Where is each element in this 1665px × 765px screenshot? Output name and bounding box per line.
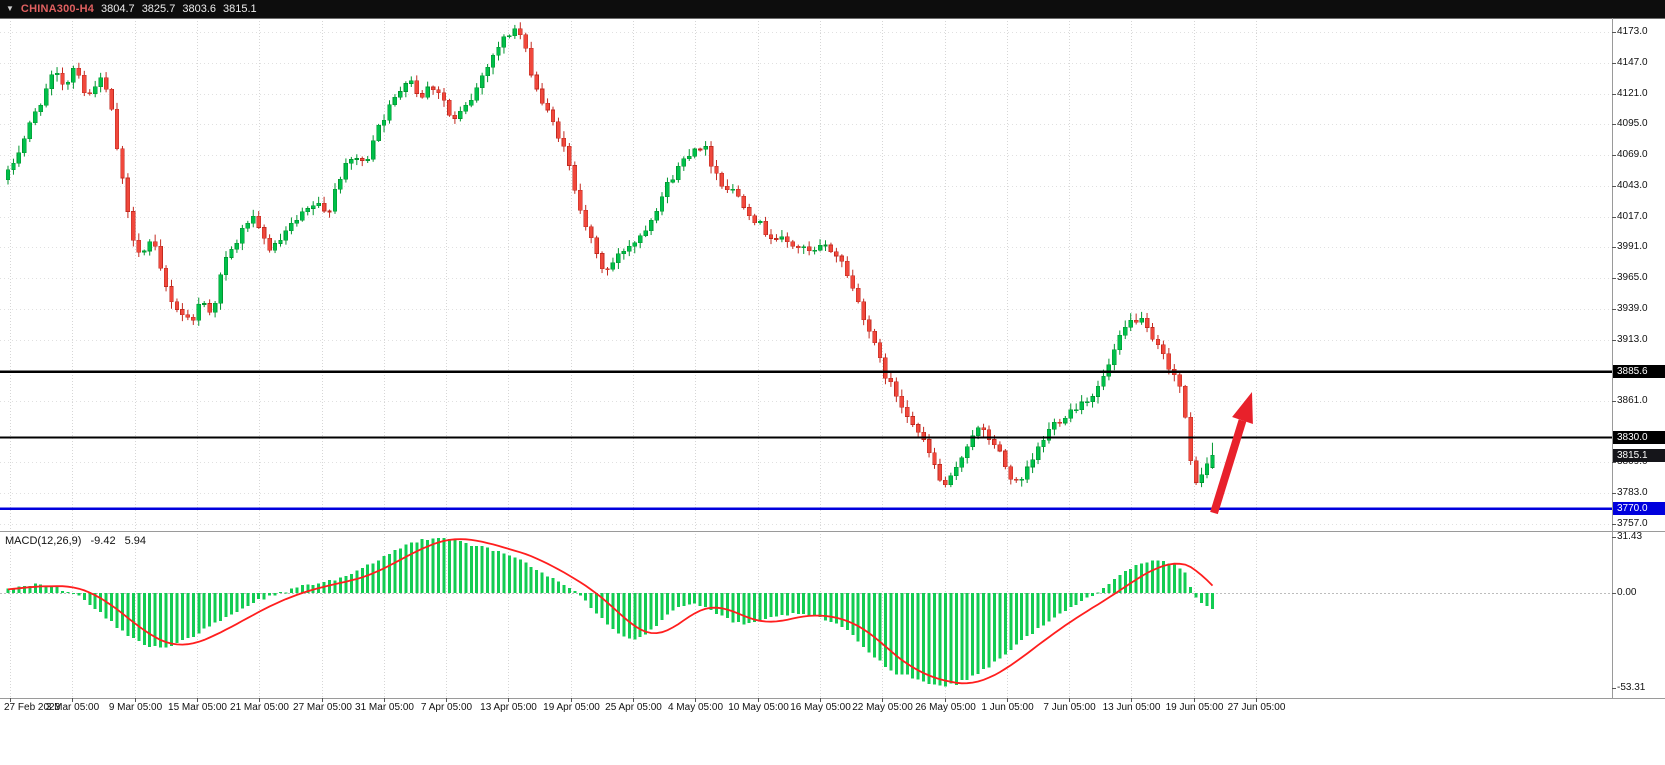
time-axis-label: 26 May 05:00 — [915, 702, 976, 713]
symbol-dropdown-icon[interactable]: ▼ — [6, 4, 14, 13]
close-value: 3815.1 — [223, 3, 257, 15]
time-axis-label: 19 Apr 05:00 — [543, 702, 600, 713]
high-value: 3825.7 — [141, 3, 176, 15]
price-tick-label: 4017.0 — [1617, 210, 1648, 222]
time-axis-label: 3 Mar 05:00 — [45, 702, 100, 713]
time-axis-label: 25 Apr 05:00 — [605, 702, 662, 713]
time-axis-label: 16 May 05:00 — [790, 702, 851, 713]
open-value: 3804.7 — [101, 3, 135, 15]
time-axis-label: 22 May 05:00 — [852, 702, 913, 713]
price-tick-label: 4121.0 — [1617, 87, 1648, 99]
time-axis-label: 7 Jun 05:00 — [1043, 702, 1096, 713]
price-tick-label: 4069.0 — [1617, 149, 1648, 161]
macd-main-value: -9.42 — [90, 535, 116, 547]
price-tick-label: 4173.0 — [1617, 26, 1648, 38]
price-label-blue-support: 3770.0 — [1613, 502, 1665, 516]
time-axis-label: 1 Jun 05:00 — [981, 702, 1034, 713]
macd-axis-min: -53.31 — [1617, 681, 1646, 693]
time-axis-label: 10 May 05:00 — [728, 702, 789, 713]
low-value: 3803.6 — [182, 3, 216, 15]
time-axis-label: 13 Jun 05:00 — [1102, 702, 1161, 713]
time-axis-label: 27 Feb 2023 — [4, 702, 61, 713]
macd-header: MACD(12,26,9) -9.42 5.94 — [5, 535, 152, 547]
time-axis-label: 7 Apr 05:00 — [420, 702, 473, 713]
price-tick-label: 3991.0 — [1617, 241, 1648, 253]
candlestick-series — [5, 22, 1215, 488]
price-tick-label: 3861.0 — [1617, 394, 1648, 406]
macd-label: MACD(12,26,9) — [5, 535, 82, 547]
macd-indicator — [0, 538, 1612, 687]
grid-lines — [0, 18, 1612, 698]
price-tick-label: 4147.0 — [1617, 56, 1648, 68]
price-label-support: 3830.0 — [1613, 431, 1665, 445]
time-axis-label: 4 May 05:00 — [667, 702, 724, 713]
time-axis-label: 13 Apr 05:00 — [480, 702, 537, 713]
price-label-resistance: 3885.6 — [1613, 365, 1665, 379]
pane-borders — [0, 18, 1665, 702]
macd-signal-value: 5.94 — [124, 535, 147, 547]
price-tick-label: 3757.0 — [1617, 517, 1648, 529]
chart-header-bar: ▼ CHINA300-H4 3804.7 3825.7 3803.6 3815.… — [0, 0, 1665, 18]
macd-axis-zero: 0.00 — [1617, 587, 1637, 598]
price-tick-label: 3939.0 — [1617, 302, 1648, 314]
macd-axis-max: 31.43 — [1617, 531, 1643, 543]
price-tick-label: 3913.0 — [1617, 333, 1648, 345]
up-arrow-annotation[interactable] — [1210, 392, 1253, 515]
time-axis-label: 27 Mar 05:00 — [293, 702, 352, 713]
time-axis-label: 15 Mar 05:00 — [168, 702, 227, 713]
price-tick-label: 4095.0 — [1617, 118, 1648, 130]
current-price-label: 3815.1 — [1613, 448, 1665, 462]
horizontal-level-lines[interactable] — [0, 370, 1612, 510]
price-tick-label: 3965.0 — [1617, 272, 1648, 284]
time-axis-label: 31 Mar 05:00 — [355, 702, 414, 713]
price-tick-label: 4043.0 — [1617, 179, 1648, 191]
symbol-timeframe-label: CHINA300-H4 — [20, 3, 95, 15]
time-axis-label: 27 Jun 05:00 — [1227, 702, 1286, 713]
time-axis-label: 21 Mar 05:00 — [230, 702, 289, 713]
time-axis-label: 9 Mar 05:00 — [108, 702, 163, 713]
time-axis-label: 19 Jun 05:00 — [1165, 702, 1224, 713]
price-tick-label: 3783.0 — [1617, 487, 1648, 499]
price-tick-label: 3809.0 — [1617, 456, 1648, 468]
